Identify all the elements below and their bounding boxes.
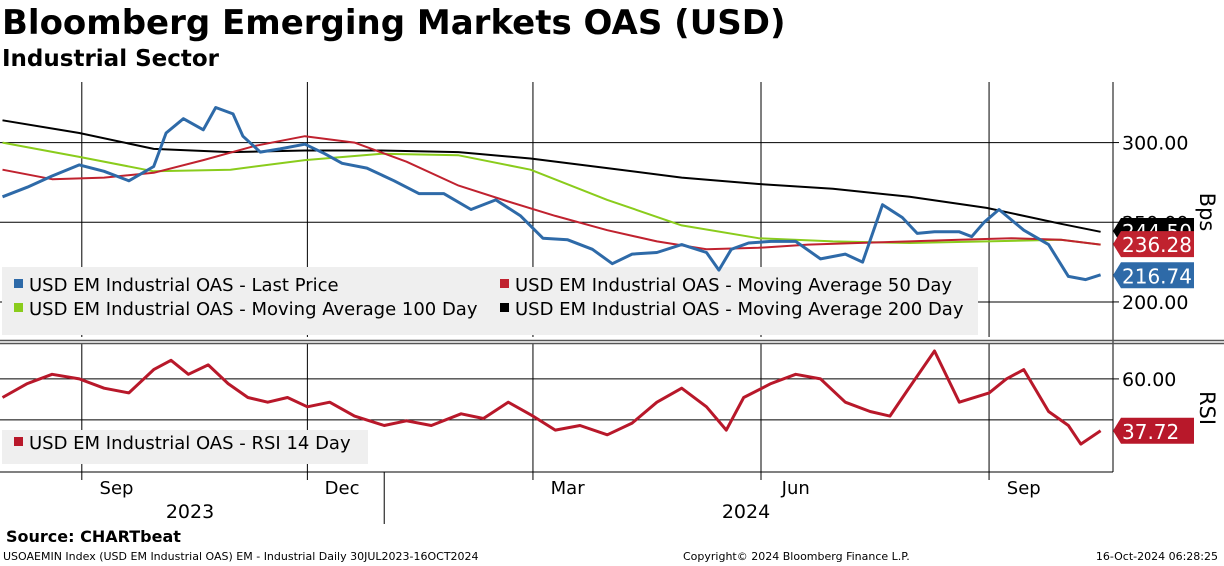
last-value-ma50-bg: [1113, 231, 1194, 258]
series-line-usd-em-industrial-oas-moving-average-50-day: [2, 135, 1101, 251]
series-line-rsi-14-day: [1, 349, 1102, 446]
legend-swatch-rsi: [14, 437, 23, 446]
last-value-rsi: 37.72: [1113, 417, 1194, 444]
legend-swatch-usd-em-industrial-oas-last-price: [14, 279, 23, 288]
last-value-ma50: 236.28: [1113, 231, 1194, 257]
source-label: Source: CHARTbeat: [6, 527, 181, 546]
last-value-last-price: 216.74: [1113, 262, 1194, 289]
last-value-last-price-text: 216.74: [1122, 264, 1192, 288]
series-line-usd-em-industrial-oas-moving-average-200-day: [2, 119, 1101, 233]
legend-label-rsi: USD EM Industrial OAS - RSI 14 Day: [29, 433, 351, 454]
timestamp: 16-Oct-2024 06:28:25: [1095, 550, 1218, 563]
x-tick-label-mar: Mar: [551, 478, 586, 499]
x-tick-label-sep: Sep: [1007, 478, 1041, 499]
last-value-last-price-bg: [1113, 262, 1194, 289]
x-tick-label-jun: Jun: [781, 478, 810, 499]
year-label-2023: 2023: [166, 501, 214, 523]
legend-box-main: [2, 267, 978, 335]
y-axis-label-rsi: RSI: [1195, 391, 1219, 425]
x-tick-label-sep: Sep: [100, 478, 134, 499]
last-value-ma50-text: 236.28: [1122, 233, 1192, 257]
y-tick-label: 300.00: [1122, 133, 1188, 155]
series-line-usd-em-industrial-oas-moving-average-100-day: [2, 141, 1101, 246]
year-label-2024: 2024: [722, 501, 770, 523]
legend-swatch-usd-em-industrial-oas-moving-average-200-day: [500, 303, 509, 312]
last-value-rsi-bg: [1113, 417, 1194, 444]
copyright: Copyright© 2024 Bloomberg Finance L.P.: [683, 550, 910, 563]
x-tick-label-dec: Dec: [325, 478, 360, 499]
legend-label-usd-em-industrial-oas-moving-average-200-day: USD EM Industrial OAS - Moving Average 2…: [515, 299, 964, 320]
legend-label-usd-em-industrial-oas-moving-average-100-day: USD EM Industrial OAS - Moving Average 1…: [29, 299, 478, 320]
legend-swatch-usd-em-industrial-oas-moving-average-50-day: [500, 279, 509, 288]
series-line-usd-em-industrial-oas-last-price: [1, 106, 1102, 282]
legend-label-usd-em-industrial-oas-last-price: USD EM Industrial OAS - Last Price: [29, 275, 339, 296]
y-tick-label-rsi: 60.00: [1122, 369, 1176, 391]
legend-label-usd-em-industrial-oas-moving-average-50-day: USD EM Industrial OAS - Moving Average 5…: [515, 275, 952, 296]
y-tick-label: 200.00: [1122, 292, 1188, 314]
y-axis-label-main: Bps: [1195, 193, 1219, 232]
last-value-rsi-text: 37.72: [1122, 420, 1179, 444]
chart-title: Bloomberg Emerging Markets OAS (USD): [2, 3, 786, 43]
legend-box-rsi: [2, 430, 368, 464]
legend-swatch-usd-em-industrial-oas-moving-average-100-day: [14, 303, 23, 312]
chart-subtitle: Industrial Sector: [2, 46, 220, 72]
ticker-info: USOAEMIN Index (USD EM Industrial OAS) E…: [3, 550, 479, 563]
